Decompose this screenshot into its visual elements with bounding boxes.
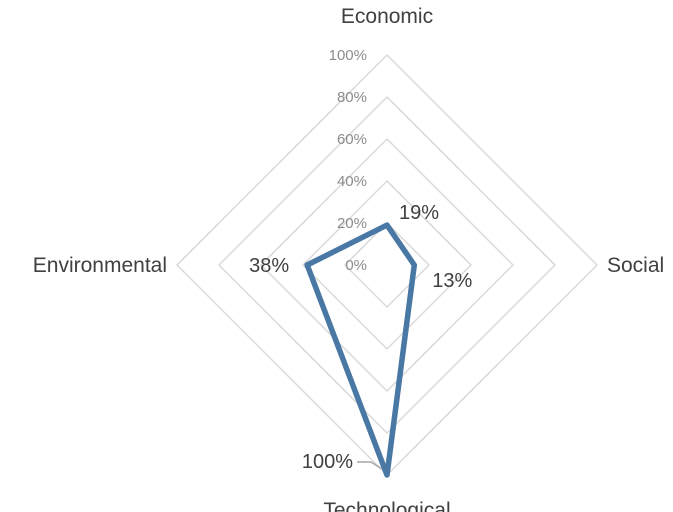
data-label: 13% (432, 270, 472, 292)
tick-label: 80% (337, 89, 367, 106)
radar-grid (175, 53, 599, 477)
grid-ring-5 (175, 53, 599, 477)
data-label: 100% (302, 451, 353, 473)
tick-label: 0% (345, 257, 367, 274)
tick-label: 40% (337, 173, 367, 190)
data-label: 19% (399, 202, 439, 224)
grid-ring-2 (301, 179, 473, 351)
category-label: Social (607, 254, 664, 277)
data-point (386, 474, 388, 476)
radial-axis-ticks: 0% 20% 40% 60% 80% 100% (329, 47, 367, 274)
grid-ring-4 (217, 95, 557, 435)
tick-label: 20% (337, 215, 367, 232)
tick-label: 100% (329, 47, 367, 64)
grid-ring-3 (259, 137, 515, 393)
data-point (386, 224, 388, 227)
grid-ring-1 (343, 221, 431, 309)
category-labels: Economic Social Technological Environmental (33, 5, 664, 512)
category-label: Environmental (33, 254, 167, 277)
data-point (413, 264, 416, 266)
tick-label: 60% (337, 131, 367, 148)
label-leader-line (370, 461, 383, 470)
series-layer (304, 222, 418, 478)
data-labels: 19% 13% 100% 38% (249, 202, 472, 473)
data-point (306, 264, 309, 266)
category-label: Economic (341, 5, 433, 28)
category-label: Technological (323, 499, 450, 512)
data-label: 38% (249, 255, 289, 277)
